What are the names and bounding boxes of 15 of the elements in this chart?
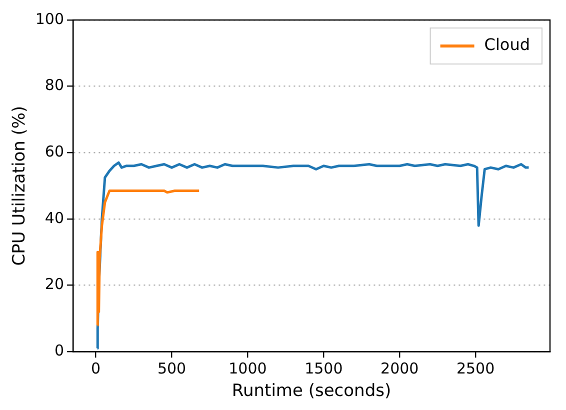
y-tick-label: 100 [35,10,64,28]
x-tick-label: 1000 [228,359,267,378]
x-tick-label: 2500 [456,359,495,378]
x-tick-label: 2000 [380,359,419,378]
y-tick-label: 40 [44,208,64,227]
y-axis-title: CPU Utilization (%) [10,106,30,266]
y-tick-label: 20 [44,275,64,294]
y-tick-label: 60 [44,142,64,161]
x-tick-label: 0 [91,359,101,378]
x-axis-title: Runtime (seconds) [232,381,392,402]
legend-label: Cloud [484,35,530,54]
y-tick-label: 80 [44,76,64,94]
x-tick-label: 500 [157,359,186,378]
y-tick-label: 0 [54,341,64,360]
x-tick-label: 1500 [304,359,343,378]
